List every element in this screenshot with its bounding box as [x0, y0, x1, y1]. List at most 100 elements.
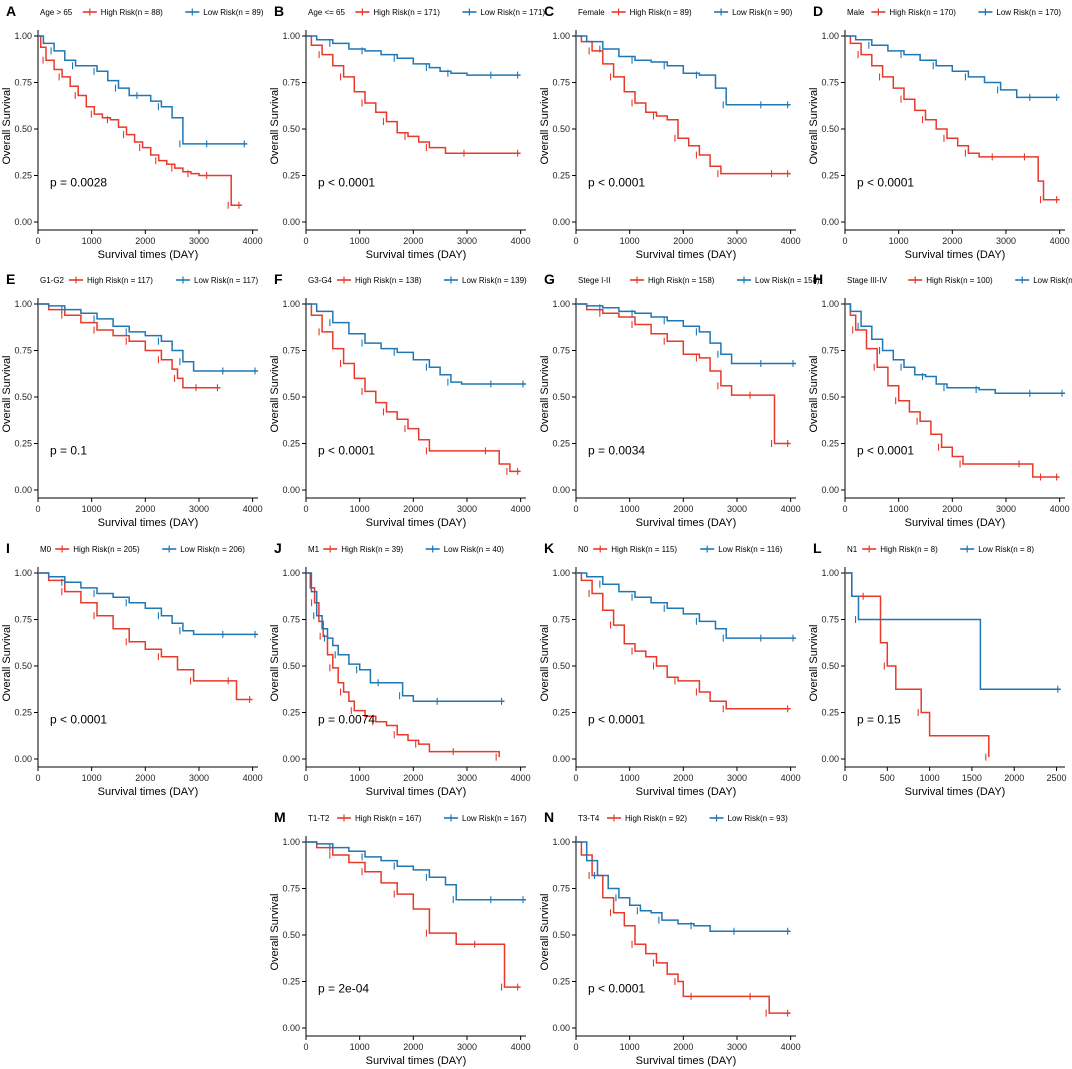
y-tick-label: 0.00: [552, 1023, 570, 1033]
legend-label-low: Low Risk(n = 167): [462, 814, 527, 823]
y-axis-label: Overall Survival: [808, 87, 820, 164]
x-tick-label: 3000: [727, 1042, 747, 1052]
p-value-label: p = 0.0034: [588, 444, 645, 458]
legend-label-high: High Risk(n = 158): [648, 276, 715, 285]
legend-label-low: Low Risk(n = 171): [480, 8, 545, 17]
legend-label-low: Low Risk(n = 170): [996, 8, 1061, 17]
panel-l: L N1 High Risk(n = 8) Low Risk(n = 8) 0.00 0.…: [808, 540, 1067, 798]
x-tick-label: 1000: [620, 236, 640, 246]
x-tick-label: 1000: [920, 773, 940, 783]
y-tick-label: 0.50: [282, 124, 300, 134]
legend-label-high: High Risk(n = 205): [73, 545, 140, 554]
km-curve-high-risk: [306, 572, 500, 758]
y-tick-label: 0.00: [14, 217, 32, 227]
x-tick-label: 4000: [243, 236, 263, 246]
km-curve-high-risk: [38, 572, 253, 701]
y-tick-label: 0.25: [552, 171, 570, 181]
legend-title: Age > 65: [40, 8, 73, 17]
y-tick-label: 0.75: [821, 78, 839, 88]
x-tick-label: 4000: [781, 1042, 801, 1052]
y-tick-label: 0.00: [821, 485, 839, 495]
x-tick-label: 0: [842, 236, 847, 246]
p-value-label: p < 0.0001: [318, 444, 375, 458]
panel-m: M T1-T2 High Risk(n = 167) Low Risk(n = 167…: [269, 809, 531, 1067]
x-tick-label: 4000: [781, 236, 801, 246]
x-axis-label: Survival times (DAY): [905, 517, 1006, 529]
y-tick-label: 0.50: [552, 661, 570, 671]
y-tick-label: 0.25: [821, 171, 839, 181]
panel-letter: N: [544, 809, 554, 825]
x-tick-label: 1000: [620, 1042, 640, 1052]
km-curve-high-risk: [306, 35, 521, 154]
x-tick-label: 2000: [403, 1042, 423, 1052]
legend-label-high: High Risk(n = 171): [373, 8, 440, 17]
x-tick-label: 0: [35, 504, 40, 514]
y-tick-label: 0.00: [552, 754, 570, 764]
x-tick-label: 1000: [350, 236, 370, 246]
legend: N1 High Risk(n = 8) Low Risk(n = 8): [847, 545, 1034, 554]
panel-n: N T3-T4 High Risk(n = 92) Low Risk(n = 93) 0…: [539, 809, 801, 1067]
x-tick-label: 3000: [996, 236, 1016, 246]
legend-label-high: High Risk(n = 92): [625, 814, 687, 823]
km-curve-high-risk: [576, 572, 791, 710]
panel-letter: C: [544, 3, 554, 19]
x-tick-label: 3000: [189, 236, 209, 246]
x-tick-label: 2000: [673, 504, 693, 514]
y-axis-label: Overall Survival: [808, 624, 820, 701]
x-tick-label: 1000: [350, 773, 370, 783]
y-tick-label: 0.50: [552, 124, 570, 134]
x-axis-label: Survival times (DAY): [366, 786, 467, 798]
p-value-label: p = 0.0028: [50, 176, 107, 190]
y-tick-label: 1.00: [282, 299, 300, 309]
x-axis-label: Survival times (DAY): [98, 517, 199, 529]
x-tick-label: 2000: [942, 504, 962, 514]
km-curve-low-risk: [845, 303, 1065, 395]
y-tick-label: 0.75: [282, 884, 300, 894]
x-tick-label: 1000: [620, 773, 640, 783]
x-tick-label: 3000: [727, 236, 747, 246]
km-curve-low-risk: [38, 303, 258, 372]
y-tick-label: 1.00: [282, 31, 300, 41]
panel-h: H Stage III-IV High Risk(n = 100) Low Risk(…: [808, 271, 1072, 529]
y-tick-label: 0.25: [552, 439, 570, 449]
legend-title: N1: [847, 545, 858, 554]
x-axis-label: Survival times (DAY): [98, 786, 199, 798]
y-tick-label: 0.50: [552, 392, 570, 402]
panel-letter: M: [274, 809, 286, 825]
p-value-label: p < 0.0001: [857, 444, 914, 458]
x-tick-label: 2000: [135, 236, 155, 246]
y-tick-label: 0.75: [14, 615, 32, 625]
x-tick-label: 0: [35, 773, 40, 783]
x-tick-label: 0: [573, 773, 578, 783]
y-tick-label: 0.25: [821, 708, 839, 718]
panel-g: G Stege I-II High Risk(n = 158) Low Risk(n …: [539, 271, 820, 529]
x-tick-label: 2000: [403, 504, 423, 514]
panel-f: F G3-G4 High Risk(n = 138) Low Risk(n = 139…: [269, 271, 531, 529]
legend-label-high: High Risk(n = 115): [611, 545, 677, 554]
panel-j: J M1 High Risk(n = 39) Low Risk(n = 40) 0.00…: [269, 540, 531, 798]
x-tick-label: 4000: [781, 504, 801, 514]
x-tick-label: 0: [573, 1042, 578, 1052]
km-curve-low-risk: [306, 572, 505, 703]
y-axis-label: Overall Survival: [269, 355, 281, 432]
x-tick-label: 1000: [889, 236, 909, 246]
x-axis-label: Survival times (DAY): [366, 517, 467, 529]
x-tick-label: 500: [880, 773, 895, 783]
x-axis-label: Survival times (DAY): [98, 249, 199, 261]
x-tick-label: 1000: [620, 504, 640, 514]
legend-title: M0: [40, 545, 52, 554]
panel-letter: E: [6, 271, 15, 287]
legend: G1-G2 High Risk(n = 117) Low Risk(n = 117): [40, 276, 258, 285]
legend-label-high: High Risk(n = 117): [87, 276, 153, 285]
legend-label-high: High Risk(n = 89): [630, 8, 692, 17]
y-tick-label: 0.75: [282, 78, 300, 88]
legend-label-low: Low Risk(n = 117): [194, 276, 258, 285]
km-curve-high-risk: [306, 303, 521, 473]
x-tick-label: 2000: [673, 1042, 693, 1052]
y-tick-label: 0.25: [14, 439, 32, 449]
km-curve-low-risk: [38, 572, 258, 636]
p-value-label: p < 0.0001: [588, 176, 645, 190]
x-tick-label: 1000: [82, 504, 102, 514]
x-tick-label: 3000: [727, 504, 747, 514]
